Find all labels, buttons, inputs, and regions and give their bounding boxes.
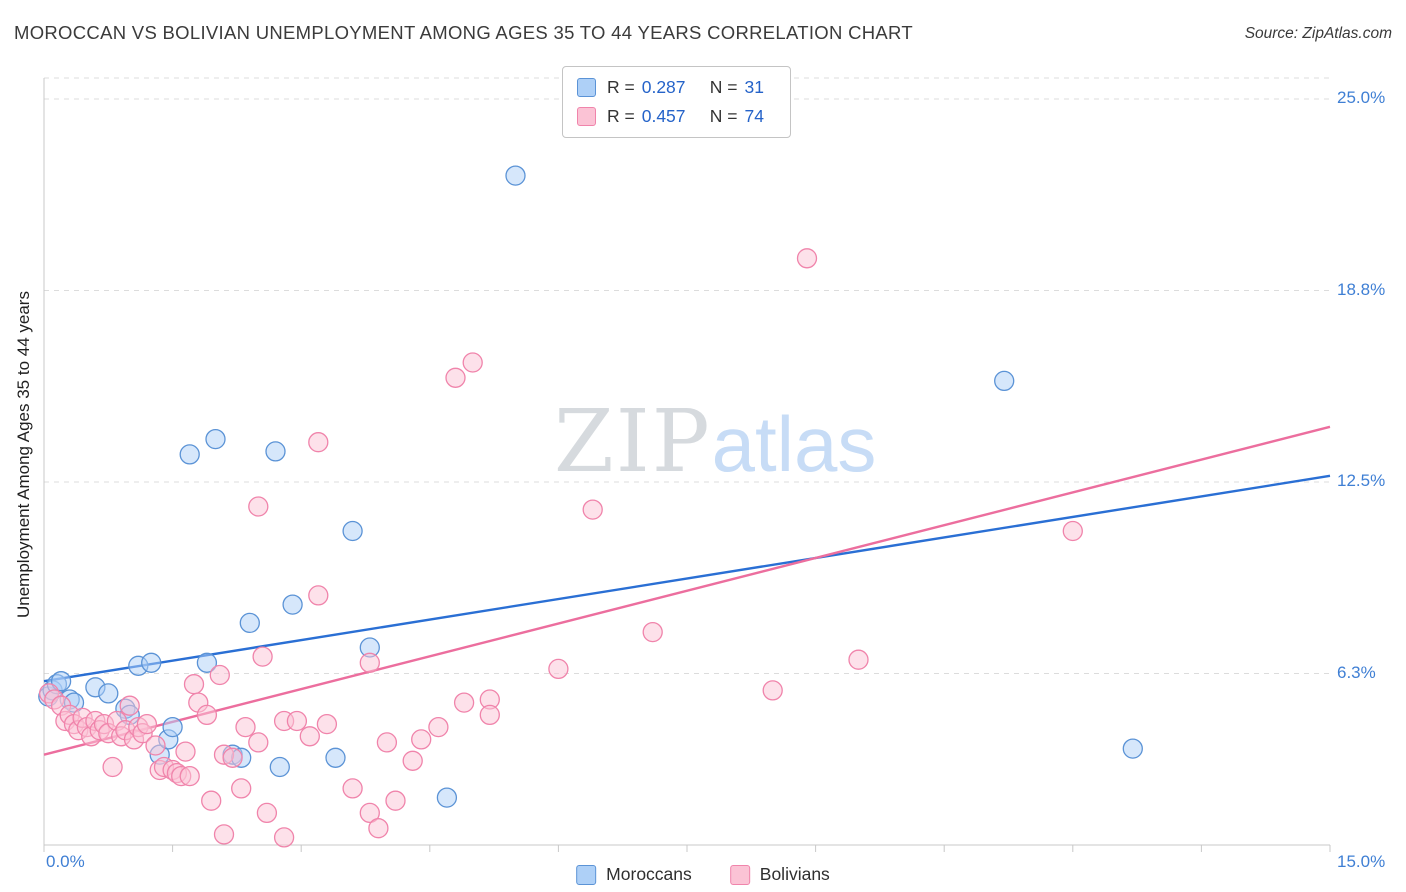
scatter-point-bolivians xyxy=(453,692,475,713)
scatter-point-bolivians xyxy=(196,704,218,726)
scatter-point-moroccans xyxy=(196,652,218,673)
bolivians-legend-label: Bolivians xyxy=(759,864,830,884)
scatter-point-moroccans xyxy=(265,441,286,462)
chart-title: MOROCCAN VS BOLIVIAN UNEMPLOYMENT AMONG … xyxy=(14,22,913,43)
trend-line-moroccans xyxy=(43,474,1331,683)
scatter-point-bolivians xyxy=(428,716,449,738)
correlation-legend: R = 0.287 N = 31 R = 0.457 N = 74 xyxy=(562,66,792,138)
scatter-point-bolivians xyxy=(183,674,205,695)
scatter-point-moroccans xyxy=(436,787,458,808)
scatter-point-bolivians xyxy=(402,750,423,771)
scatter-point-bolivians xyxy=(248,732,269,753)
scatter-point-bolivians xyxy=(445,367,466,388)
scatter-point-bolivians xyxy=(359,652,380,673)
scatter-point-bolivians xyxy=(342,778,363,799)
legend-row-bolivians: R = 0.457 N = 74 xyxy=(577,106,774,127)
legend-row-moroccans: R = 0.287 N = 31 xyxy=(577,77,774,98)
scatter-point-moroccans xyxy=(342,520,363,542)
scatter-point-bolivians xyxy=(299,726,320,747)
scatter-point-bolivians xyxy=(273,827,295,848)
scatter-point-moroccans xyxy=(282,594,303,615)
r-value: 0.287 xyxy=(641,77,686,97)
scatter-point-bolivians xyxy=(136,713,158,735)
bolivians-legend-swatch xyxy=(729,864,750,885)
scatter-point-bolivians xyxy=(479,704,500,726)
scatter-point-bolivians xyxy=(582,499,603,520)
legend-item-moroccans: Moroccans xyxy=(576,864,692,885)
moroccans-legend-swatch xyxy=(576,864,597,885)
n-label: N = xyxy=(709,106,738,126)
scatter-point-moroccans xyxy=(325,747,346,768)
scatter-point-moroccans xyxy=(141,652,162,673)
moroccans-legend-label: Moroccans xyxy=(606,864,692,884)
scatter-point-bolivians xyxy=(201,790,222,811)
scatter-point-bolivians xyxy=(548,658,569,680)
scatter-point-moroccans xyxy=(994,370,1015,392)
scatter-point-bolivians xyxy=(213,824,235,845)
scatter-point-bolivians xyxy=(145,735,166,756)
scatter-point-moroccans xyxy=(505,165,526,186)
n-value: 31 xyxy=(744,77,764,97)
scatter-point-bolivians xyxy=(385,790,406,811)
x-axis-min-label: 0.0% xyxy=(46,852,85,871)
n-label: N = xyxy=(709,77,738,97)
moroccans-swatch xyxy=(577,78,596,97)
scatter-point-bolivians xyxy=(359,802,380,824)
scatter-point-bolivians xyxy=(642,621,663,643)
y-axis-tick-label: 18.8% xyxy=(1337,279,1386,299)
scatter-point-bolivians xyxy=(119,695,140,716)
scatter-point-bolivians xyxy=(222,747,243,768)
scatter-point-moroccans xyxy=(205,428,226,450)
x-axis-max-label: 15.0% xyxy=(1337,852,1386,871)
scatter-point-bolivians xyxy=(316,713,338,735)
trend-line-bolivians xyxy=(43,425,1331,756)
scatter-point-bolivians xyxy=(411,729,432,750)
scatter-point-bolivians xyxy=(308,432,329,453)
scatter-point-bolivians xyxy=(256,802,278,824)
scatter-point-bolivians xyxy=(252,646,273,667)
y-axis-tick-label: 12.5% xyxy=(1337,471,1386,490)
scatter-point-bolivians xyxy=(848,649,869,670)
series-legend: Moroccans Bolivians xyxy=(576,864,830,885)
scatter-point-bolivians xyxy=(179,765,200,787)
source-attribution: Source: ZipAtlas.com xyxy=(1244,25,1392,42)
scatter-point-bolivians xyxy=(1062,520,1083,542)
scatter-point-bolivians xyxy=(462,352,483,373)
scatter-point-moroccans xyxy=(98,683,119,704)
scatter-point-bolivians xyxy=(308,585,329,606)
scatter-point-bolivians xyxy=(175,741,196,762)
scatter-point-bolivians xyxy=(209,664,230,686)
bolivians-swatch xyxy=(577,107,596,126)
scatter-point-bolivians xyxy=(286,710,308,732)
scatter-point-bolivians xyxy=(231,778,252,799)
scatter-point-bolivians xyxy=(368,818,389,839)
r-label: R = xyxy=(607,106,635,126)
r-label: R = xyxy=(607,77,635,97)
scatter-point-bolivians xyxy=(102,756,123,778)
legend-item-bolivians: Bolivians xyxy=(729,864,830,885)
r-value: 0.457 xyxy=(641,106,686,126)
y-axis-tick-label: 25.0% xyxy=(1337,88,1386,107)
scatter-point-moroccans xyxy=(162,716,183,738)
scatter-point-bolivians xyxy=(376,732,398,753)
scatter-point-moroccans xyxy=(179,444,200,465)
scatter-point-bolivians xyxy=(796,248,818,269)
scatter-point-moroccans xyxy=(50,671,72,692)
scatter-point-moroccans xyxy=(239,612,260,634)
scatter-point-moroccans xyxy=(1122,738,1143,759)
y-axis-tick-label: 6.3% xyxy=(1337,662,1376,682)
scatter-point-bolivians xyxy=(248,496,269,517)
scatter-point-moroccans xyxy=(269,756,290,778)
scatter-point-bolivians xyxy=(235,716,256,738)
scatter-point-bolivians xyxy=(762,680,783,701)
n-value: 74 xyxy=(744,106,764,126)
